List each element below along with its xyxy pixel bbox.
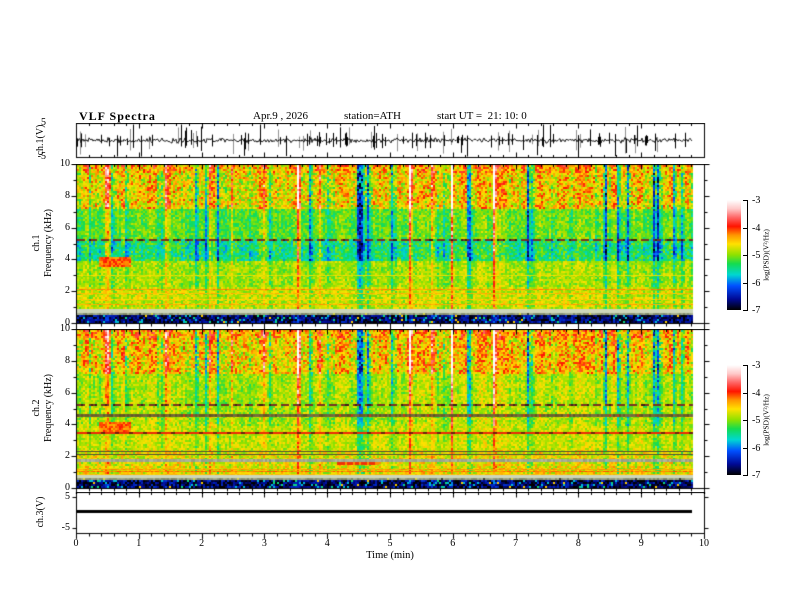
ch1-spectrogram-plot: [70, 164, 711, 329]
colorbar-tick-label: -4: [752, 387, 761, 399]
colorbar-tick: [743, 392, 748, 394]
header-station: station=ATH: [344, 110, 401, 122]
colorbar-tick: [743, 475, 748, 476]
ch1-ytick-bottom: -5: [37, 151, 46, 162]
x-tick-label: 4: [324, 538, 330, 549]
colorbar-tick: [743, 420, 748, 421]
colorbar-tick-label: -5: [752, 415, 761, 426]
ch1-spec-ytick-label: 6: [65, 222, 70, 233]
ch2-spectrogram-plot: [70, 329, 711, 494]
x-tick-label: 1: [136, 538, 142, 549]
x-tick-label: 7: [513, 538, 519, 549]
colorbar-tick: [743, 200, 748, 201]
x-tick-label: 6: [450, 538, 456, 549]
colorbar-tick: [743, 227, 748, 229]
colorbar-tick-label: -7: [752, 305, 761, 316]
x-tick-label: 8: [575, 538, 581, 549]
ch2-spectrogram-ylabel-ch: ch.2: [31, 399, 42, 417]
x-tick-label: 3: [261, 538, 267, 549]
colorbar-tick: [743, 282, 748, 284]
header-date: Apr.9 , 2026: [253, 110, 308, 122]
x-tick-label: 10: [699, 538, 709, 549]
colorbar-tick: [743, 310, 748, 311]
x-tick-label: 5: [387, 538, 393, 549]
ch1-ytick-top: 5: [41, 117, 46, 128]
ch2-spectrogram-ylabel-freq: Frequency (kHz): [43, 373, 54, 443]
ch3-ytick-bottom: -5: [61, 522, 70, 533]
ch2-spec-ytick-label: 0: [65, 482, 70, 493]
ch3-waveform-plot: [70, 492, 711, 541]
colorbar-tick-label: -6: [752, 442, 761, 454]
colorbar-tick-label: -6: [752, 277, 761, 289]
ch2-spec-ytick-label: 2: [65, 450, 70, 461]
ch1-spec-ytick-label: 0: [65, 317, 70, 328]
ch1-waveform-plot: [70, 123, 711, 159]
ch1-spectrogram-ylabel-freq: Frequency (kHz): [43, 208, 54, 278]
ch3-ytick-top: 5: [65, 491, 70, 502]
figure-title: VLF Spectra: [79, 109, 156, 123]
colorbar-tick-label: -3: [752, 360, 761, 371]
ch1-spec-ytick-label: 4: [65, 253, 70, 264]
colorbar-tick-label: -3: [752, 195, 761, 206]
colorbar-tick-label: -5: [752, 250, 761, 261]
x-tick-label: 9: [638, 538, 644, 549]
colorbar-ch2: [727, 365, 741, 475]
ch2-spec-ytick-label: 10: [60, 323, 70, 334]
ch1-spectrogram-ylabel-ch: ch.1: [31, 234, 42, 252]
ch2-spec-ytick-label: 4: [65, 418, 70, 429]
header-start-ut: start UT = 21: 10: 0: [437, 110, 527, 122]
x-tick-label: 0: [73, 538, 79, 549]
ch1-spec-ytick-label: 8: [65, 190, 70, 201]
ch1-spectrogram-ylabel: ch.1 Frequency (kHz): [31, 209, 55, 277]
colorbar-tick: [743, 447, 748, 449]
ch2-spectrogram-ylabel: ch.2 Frequency (kHz): [31, 374, 55, 442]
colorbar-tick: [743, 255, 748, 256]
ch1-spec-ytick-label: 10: [60, 158, 70, 169]
colorbar-tick-label: -7: [752, 470, 761, 481]
x-tick-label: 2: [199, 538, 205, 549]
colorbar-tick-label: -4: [752, 222, 761, 234]
time-axis-label: Time (min): [366, 550, 414, 561]
colorbar-ch1: [727, 200, 741, 310]
ch2-spec-ytick-label: 8: [65, 355, 70, 366]
ch2-spec-ytick-label: 6: [65, 387, 70, 398]
ch1-spec-ytick-label: 2: [65, 285, 70, 296]
colorbar-tick: [743, 365, 748, 366]
